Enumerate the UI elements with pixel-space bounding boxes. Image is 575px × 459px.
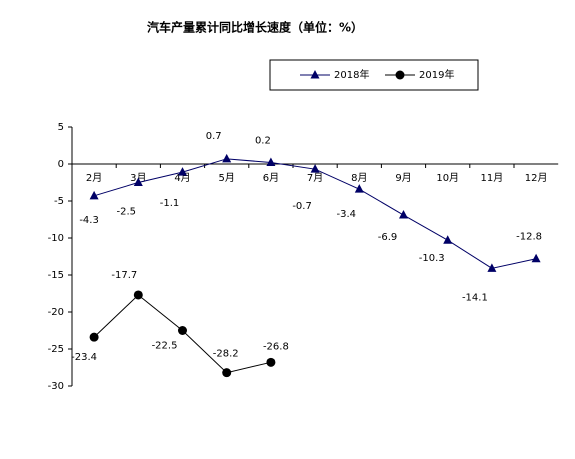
data-label: -17.7: [111, 270, 137, 281]
data-label: -26.8: [263, 341, 289, 352]
x-tick-label: 6月: [263, 172, 279, 184]
x-tick-label: 11月: [481, 172, 504, 184]
y-tick-label: -30: [48, 381, 64, 392]
marker: [89, 190, 99, 200]
y-tick-label: -15: [48, 270, 64, 281]
marker: [354, 184, 364, 193]
x-tick-label: 9月: [395, 172, 411, 184]
data-label: -28.2: [213, 349, 239, 360]
marker: [222, 368, 232, 378]
x-tick-label: 2月: [86, 172, 102, 184]
y-tick-label: -10: [48, 233, 64, 244]
x-tick-label: 10月: [436, 172, 459, 184]
chart-title: 汽车产量累计同比增长速度（单位：%）: [147, 20, 363, 35]
data-label: -10.3: [419, 253, 445, 264]
x-tick-label: 8月: [351, 172, 367, 184]
data-label: -14.1: [462, 292, 488, 303]
marker: [395, 70, 405, 80]
marker: [487, 263, 497, 272]
marker: [443, 235, 453, 244]
data-label: -22.5: [152, 341, 178, 352]
data-label: -1.1: [160, 198, 180, 209]
marker: [178, 326, 187, 335]
legend-box: [269, 59, 479, 91]
y-tick-label: -25: [48, 344, 64, 355]
data-label: -3.4: [337, 209, 357, 220]
data-label: -12.8: [516, 232, 542, 243]
data-label: -4.3: [79, 215, 99, 226]
legend-label: 2018年: [334, 68, 369, 81]
data-label: -6.9: [378, 232, 398, 243]
marker: [310, 70, 320, 79]
data-label: 0.7: [206, 131, 222, 142]
y-tick-label: 5: [58, 122, 64, 133]
x-tick-label: 7月: [307, 172, 323, 184]
marker: [133, 177, 143, 186]
x-tick-label: 5月: [219, 172, 235, 184]
y-tick-label: 0: [58, 159, 64, 170]
data-label: -23.4: [71, 352, 97, 363]
legend-label: 2019年: [419, 68, 454, 81]
marker: [310, 164, 320, 173]
marker: [531, 253, 541, 263]
x-tick-label: 12月: [525, 172, 548, 184]
data-label: 0.2: [255, 136, 271, 147]
marker: [178, 167, 187, 176]
marker: [89, 332, 99, 342]
data-label: -2.5: [117, 207, 137, 218]
y-tick-label: -5: [54, 196, 64, 207]
marker: [266, 357, 276, 367]
marker: [266, 157, 276, 167]
data-label: -0.7: [292, 201, 312, 212]
marker: [399, 210, 408, 219]
y-tick-label: -20: [48, 307, 64, 318]
marker: [222, 153, 232, 163]
marker: [133, 290, 143, 300]
